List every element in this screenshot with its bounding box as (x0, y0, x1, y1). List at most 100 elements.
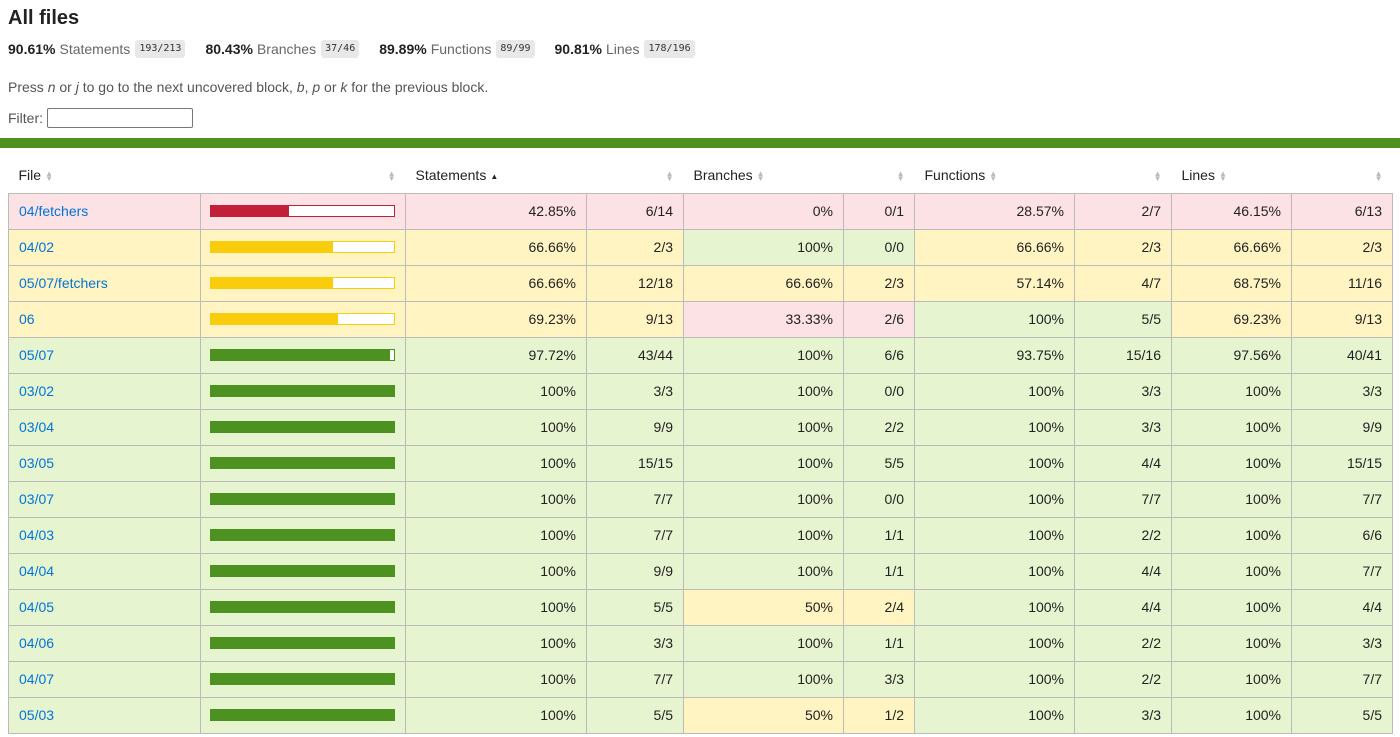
report-header: All files 90.61% Statements 193/213 80.4… (0, 0, 1400, 132)
summary-fraction: 178/196 (644, 40, 695, 58)
file-link[interactable]: 04/07 (19, 671, 55, 687)
functions-fraction: 7/7 (1074, 480, 1172, 518)
functions-pct: 57.14% (914, 264, 1075, 302)
statements-fraction: 3/3 (586, 624, 684, 662)
column-header-lines-raw[interactable]: ▲ ▼ (1291, 157, 1393, 194)
branches-fraction: 0/0 (843, 228, 915, 266)
branches-fraction: 1/1 (843, 516, 915, 554)
sort-icon: ▲ ▼ (1374, 169, 1383, 184)
statements-fraction: 9/13 (586, 300, 684, 338)
lines-fraction: 11/16 (1291, 264, 1393, 302)
coverage-bar (210, 457, 395, 469)
coverage-bar-fill (211, 242, 333, 252)
coverage-bar-cell (200, 264, 406, 302)
file-cell: 05/07 (8, 336, 201, 374)
functions-fraction: 4/7 (1074, 264, 1172, 302)
summary-pct: 90.61% (8, 41, 56, 57)
coverage-bar (210, 421, 395, 433)
statements-fraction: 6/14 (586, 192, 684, 230)
statements-pct: 100% (405, 552, 587, 590)
column-header-lines[interactable]: Lines ▲ ▼ (1171, 157, 1292, 194)
statements-fraction: 12/18 (586, 264, 684, 302)
file-link[interactable]: 04/06 (19, 635, 55, 651)
branches-fraction: 2/4 (843, 588, 915, 626)
column-header-statements[interactable]: Statements ▲ (405, 157, 587, 194)
coverage-bar (210, 529, 395, 541)
lines-fraction: 9/13 (1291, 300, 1393, 338)
file-link[interactable]: 03/02 (19, 383, 55, 399)
summary-fraction: 89/99 (496, 40, 535, 58)
file-link[interactable]: 05/07 (19, 347, 55, 363)
functions-fraction: 4/4 (1074, 444, 1172, 482)
lines-fraction: 7/7 (1291, 660, 1393, 698)
coverage-bar-fill (211, 566, 394, 576)
coverage-bar-cell (200, 372, 406, 410)
statements-fraction: 7/7 (586, 516, 684, 554)
coverage-bar-fill (211, 206, 290, 216)
column-header-file-bar[interactable]: ▲ ▼ (200, 157, 406, 194)
statements-fraction: 7/7 (586, 480, 684, 518)
table-row: 05/07 97.72% 43/44 100% 6/6 93.75% 15/16 97.56%… (8, 336, 1393, 374)
functions-pct: 66.66% (914, 228, 1075, 266)
table-row: 04/04 100% 9/9 100% 1/1 100% 4/4 100% 7/7 (8, 552, 1393, 590)
lines-pct: 100% (1171, 480, 1292, 518)
file-link[interactable]: 04/03 (19, 527, 55, 543)
file-link[interactable]: 05/03 (19, 707, 55, 723)
file-link[interactable]: 03/05 (19, 455, 55, 471)
file-link[interactable]: 04/04 (19, 563, 55, 579)
coverage-bar (210, 565, 395, 577)
statements-pct: 100% (405, 408, 587, 446)
coverage-status-bar (0, 138, 1400, 148)
statements-pct: 100% (405, 372, 587, 410)
functions-fraction: 2/2 (1074, 516, 1172, 554)
file-link[interactable]: 03/04 (19, 419, 55, 435)
column-header-functions[interactable]: Functions ▲ ▼ (914, 157, 1075, 194)
table-row: 04/02 66.66% 2/3 100% 0/0 66.66% 2/3 66.66% 2/3 (8, 228, 1393, 266)
file-cell: 04/04 (8, 552, 201, 590)
file-link[interactable]: 04/02 (19, 239, 55, 255)
column-header-file[interactable]: File ▲ ▼ (8, 157, 201, 194)
functions-pct: 100% (914, 372, 1075, 410)
branches-pct: 50% (683, 588, 844, 626)
column-header-branches[interactable]: Branches ▲ ▼ (683, 157, 844, 194)
sort-icon: ▲ ▼ (756, 169, 765, 184)
coverage-bar-fill (211, 638, 394, 648)
summary-pct: 90.81% (554, 41, 602, 57)
column-header-statements-raw[interactable]: ▲ ▼ (586, 157, 684, 194)
column-header-branches-raw[interactable]: ▲ ▼ (843, 157, 915, 194)
file-link[interactable]: 03/07 (19, 491, 55, 507)
functions-fraction: 2/2 (1074, 660, 1172, 698)
lines-fraction: 5/5 (1291, 696, 1393, 734)
table-row: 06 69.23% 9/13 33.33% 2/6 100% 5/5 69.23% 9/13 (8, 300, 1393, 338)
file-link[interactable]: 06 (19, 311, 35, 327)
statements-fraction: 2/3 (586, 228, 684, 266)
summary-statements: 90.61% Statements 193/213 (8, 40, 186, 58)
sort-icon: ▲ ▼ (45, 169, 53, 184)
functions-fraction: 4/4 (1074, 588, 1172, 626)
filter-input[interactable] (47, 108, 193, 128)
column-header-functions-raw[interactable]: ▲ ▼ (1074, 157, 1172, 194)
coverage-bar (210, 637, 395, 649)
branches-pct: 66.66% (683, 264, 844, 302)
file-link[interactable]: 04/05 (19, 599, 55, 615)
branches-pct: 100% (683, 372, 844, 410)
branches-pct: 100% (683, 516, 844, 554)
coverage-summary: 90.61% Statements 193/213 80.43% Branche… (8, 39, 1392, 59)
summary-functions: 89.89% Functions 89/99 (379, 40, 535, 58)
file-link[interactable]: 04/fetchers (19, 203, 89, 219)
lines-pct: 46.15% (1171, 192, 1292, 230)
branches-pct: 100% (683, 408, 844, 446)
lines-pct: 68.75% (1171, 264, 1292, 302)
summary-fraction: 37/46 (321, 40, 360, 58)
file-cell: 05/03 (8, 696, 201, 734)
functions-pct: 100% (914, 480, 1075, 518)
file-cell: 04/05 (8, 588, 201, 626)
branches-pct: 100% (683, 444, 844, 482)
coverage-bar (210, 205, 395, 217)
coverage-bar (210, 493, 395, 505)
statements-pct: 100% (405, 480, 587, 518)
lines-fraction: 7/7 (1291, 552, 1393, 590)
statements-pct: 66.66% (405, 228, 587, 266)
lines-pct: 100% (1171, 552, 1292, 590)
file-link[interactable]: 05/07/fetchers (19, 275, 108, 291)
